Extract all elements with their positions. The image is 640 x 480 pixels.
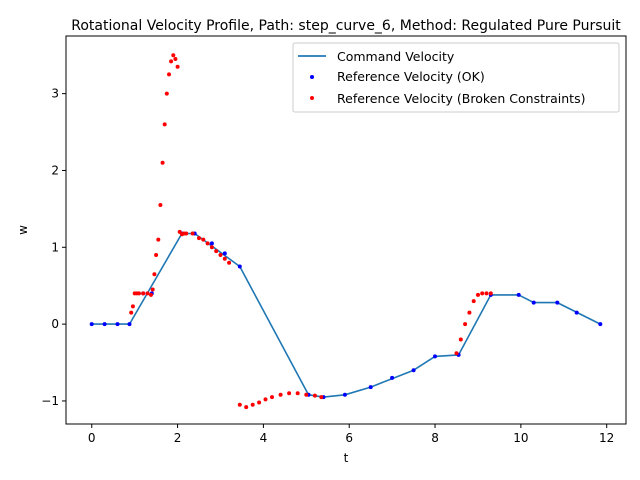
x-tick-label: 4 [260, 431, 268, 445]
x-tick-label: 0 [88, 431, 96, 445]
legend-box [292, 42, 620, 113]
data-point [222, 256, 227, 261]
data-point [237, 402, 242, 407]
y-tick-label: 3 [51, 87, 59, 101]
data-point [205, 241, 210, 246]
data-point [287, 391, 292, 396]
data-point [141, 291, 146, 296]
plot-frame [65, 35, 627, 425]
data-point [184, 231, 189, 236]
data-point [167, 72, 171, 77]
data-point [214, 249, 219, 254]
series-reference-velocity-broken-constraints [129, 53, 493, 410]
data-point [130, 304, 135, 309]
data-point [476, 292, 480, 297]
legend-label-reference-ok: Reference Velocity (OK) [337, 69, 485, 84]
legend: Command Velocity Reference Velocity (OK)… [292, 42, 620, 113]
legend-swatch-reference-broken [310, 96, 314, 100]
data-point [250, 402, 255, 407]
data-point [169, 59, 174, 64]
data-point [463, 322, 468, 327]
data-point [390, 375, 395, 380]
x-axis: 0 2 4 6 8 10 12 [88, 424, 614, 445]
data-point [158, 203, 163, 207]
data-point [201, 237, 206, 242]
legend-swatch-reference-ok [310, 75, 314, 79]
data-point [197, 236, 201, 241]
series-command-velocity [91, 232, 601, 398]
data-point [342, 392, 347, 397]
data-point [263, 397, 268, 402]
x-axis-label: t [344, 451, 349, 465]
data-point [171, 53, 176, 58]
x-tick-label: 10 [513, 431, 528, 445]
data-point [190, 231, 195, 236]
data-point [471, 299, 476, 304]
data-point [209, 241, 214, 246]
data-point [270, 395, 274, 400]
data-point [304, 392, 309, 397]
x-tick-label: 12 [599, 431, 614, 445]
data-point [152, 272, 157, 277]
data-point [278, 392, 283, 397]
y-axis: −1 0 1 2 3 [41, 87, 66, 408]
data-point [115, 322, 120, 327]
data-point [319, 395, 324, 400]
data-point [411, 368, 416, 373]
data-point [295, 391, 300, 396]
data-point [129, 310, 134, 315]
plot-area [89, 53, 603, 410]
data-point [137, 291, 141, 296]
x-tick-label: 8 [431, 431, 439, 445]
data-point [531, 300, 536, 305]
y-tick-label: 0 [51, 317, 59, 331]
y-tick-label: 2 [51, 163, 59, 177]
data-point [488, 291, 493, 296]
legend-label-command-velocity: Command Velocity [337, 49, 455, 64]
y-axis-label: w [16, 225, 30, 235]
data-point [454, 351, 459, 356]
data-point [244, 405, 249, 410]
data-point [480, 291, 485, 296]
data-point [164, 91, 169, 96]
data-point [218, 253, 223, 257]
data-point [222, 251, 227, 256]
data-point [89, 322, 94, 327]
command-velocity-line [91, 232, 601, 398]
data-point [516, 292, 521, 297]
data-point [173, 57, 178, 61]
data-point [209, 245, 214, 250]
data-point [127, 322, 132, 327]
data-point [467, 310, 472, 315]
data-point [574, 310, 579, 315]
data-point [160, 160, 165, 165]
data-point [102, 322, 107, 327]
y-tick-label: 1 [51, 240, 59, 254]
data-point [156, 237, 161, 242]
chart-title: Rotational Velocity Profile, Path: step_… [71, 18, 621, 34]
data-point [257, 400, 262, 405]
data-point [598, 322, 603, 327]
data-point [154, 253, 159, 257]
series-reference-velocity-ok [89, 231, 603, 400]
data-point [227, 260, 232, 265]
data-point [162, 122, 167, 127]
data-point [150, 287, 155, 292]
legend-label-reference-broken: Reference Velocity (Broken Constraints) [337, 91, 585, 106]
data-point [555, 300, 560, 305]
data-point [433, 354, 437, 359]
x-tick-label: 6 [345, 431, 353, 445]
x-tick-label: 2 [174, 431, 182, 445]
data-point [145, 291, 150, 296]
data-point [312, 393, 317, 398]
y-tick-label: −1 [41, 394, 59, 408]
data-point [237, 264, 242, 269]
data-point [484, 291, 489, 296]
data-point [458, 337, 463, 342]
data-point [368, 385, 373, 390]
data-point [149, 292, 153, 297]
data-point [175, 64, 180, 69]
